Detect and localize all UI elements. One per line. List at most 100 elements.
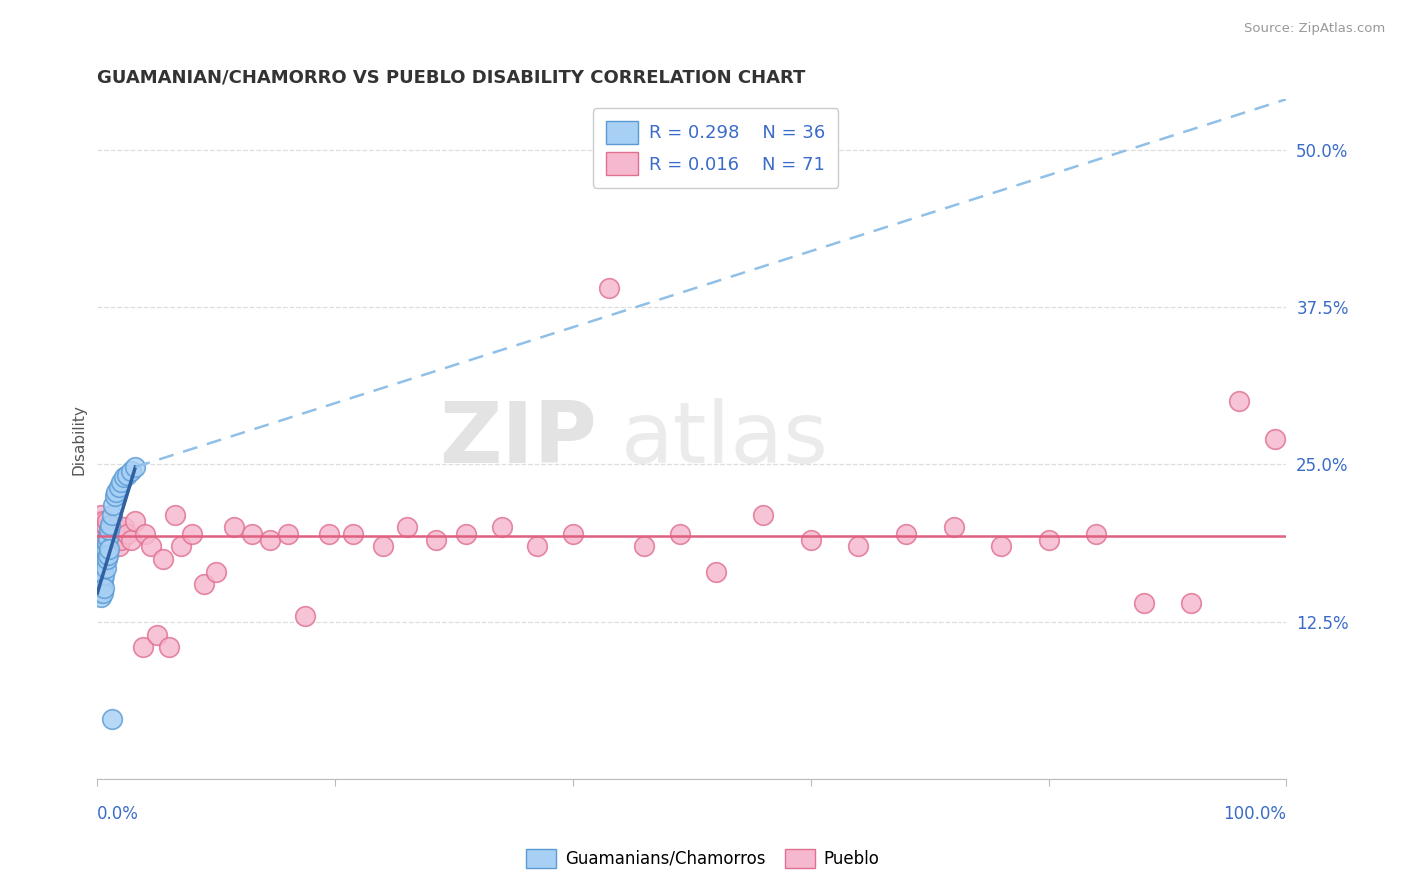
Point xyxy=(98,533,121,547)
Legend: R = 0.298    N = 36, R = 0.016    N = 71: R = 0.298 N = 36, R = 0.016 N = 71 xyxy=(593,108,838,188)
Point xyxy=(110,475,132,489)
Point xyxy=(942,520,965,534)
Point xyxy=(112,470,135,484)
Point xyxy=(87,540,110,554)
Point xyxy=(89,571,111,585)
Point xyxy=(633,540,655,554)
Point xyxy=(526,540,548,554)
Text: 0.0%: 0.0% xyxy=(97,805,139,823)
Point xyxy=(93,540,115,554)
Point xyxy=(752,508,775,522)
Point xyxy=(224,520,246,534)
Point xyxy=(100,517,122,532)
Point xyxy=(105,485,128,500)
Point xyxy=(96,552,118,566)
Point xyxy=(1132,596,1154,610)
Point xyxy=(894,526,917,541)
Point xyxy=(91,577,114,591)
Point xyxy=(800,533,823,547)
Point xyxy=(1038,533,1060,547)
Point xyxy=(100,712,122,726)
Point xyxy=(193,577,215,591)
Point xyxy=(425,533,447,547)
Point xyxy=(93,568,115,582)
Y-axis label: Disability: Disability xyxy=(72,404,86,475)
Point xyxy=(89,552,111,566)
Point xyxy=(294,608,316,623)
Point xyxy=(124,514,146,528)
Text: Source: ZipAtlas.com: Source: ZipAtlas.com xyxy=(1244,22,1385,36)
Point xyxy=(94,533,117,547)
Point xyxy=(134,526,156,541)
Point xyxy=(97,526,120,541)
Point xyxy=(104,489,127,503)
Point xyxy=(105,526,128,541)
Point xyxy=(96,514,118,528)
Point xyxy=(598,281,620,295)
Point xyxy=(491,520,513,534)
Point xyxy=(101,498,124,512)
Point xyxy=(562,526,585,541)
Point xyxy=(1227,394,1250,409)
Point xyxy=(94,561,117,575)
Point xyxy=(104,520,127,534)
Point xyxy=(120,464,142,478)
Point xyxy=(990,540,1012,554)
Point xyxy=(97,548,120,562)
Text: 100.0%: 100.0% xyxy=(1223,805,1286,823)
Point xyxy=(90,508,112,522)
Point xyxy=(91,548,114,562)
Point xyxy=(205,565,228,579)
Point xyxy=(98,523,121,537)
Point xyxy=(91,568,114,582)
Point xyxy=(139,540,162,554)
Point xyxy=(181,526,204,541)
Point xyxy=(91,540,114,554)
Point xyxy=(90,546,112,560)
Point xyxy=(1180,596,1202,610)
Point xyxy=(157,640,180,654)
Point xyxy=(89,586,111,600)
Point xyxy=(1085,526,1108,541)
Point xyxy=(131,640,153,654)
Point xyxy=(90,577,112,591)
Point xyxy=(101,533,124,547)
Point xyxy=(93,556,115,570)
Point xyxy=(98,541,121,556)
Point xyxy=(110,533,132,547)
Point xyxy=(91,533,114,547)
Point xyxy=(100,508,122,522)
Point xyxy=(124,460,146,475)
Text: GUAMANIAN/CHAMORRO VS PUEBLO DISABILITY CORRELATION CHART: GUAMANIAN/CHAMORRO VS PUEBLO DISABILITY … xyxy=(97,69,806,87)
Point xyxy=(115,467,138,482)
Point xyxy=(112,520,135,534)
Point xyxy=(93,526,115,541)
Point xyxy=(91,561,114,575)
Point xyxy=(90,558,112,573)
Point xyxy=(91,574,114,588)
Point xyxy=(87,526,110,541)
Point xyxy=(669,526,692,541)
Point xyxy=(90,526,112,541)
Point xyxy=(91,586,114,600)
Point xyxy=(115,526,138,541)
Point xyxy=(146,627,169,641)
Point xyxy=(318,526,340,541)
Legend: Guamanians/Chamorros, Pueblo: Guamanians/Chamorros, Pueblo xyxy=(520,842,886,875)
Point xyxy=(120,533,142,547)
Text: ZIP: ZIP xyxy=(439,398,596,481)
Point xyxy=(90,590,112,604)
Point xyxy=(371,540,394,554)
Point xyxy=(87,577,110,591)
Point xyxy=(94,543,117,558)
Point xyxy=(100,520,122,534)
Point xyxy=(91,514,114,528)
Point xyxy=(107,540,129,554)
Point xyxy=(848,540,870,554)
Point xyxy=(91,520,114,534)
Point xyxy=(163,508,186,522)
Point xyxy=(89,514,111,528)
Point xyxy=(240,526,263,541)
Point xyxy=(454,526,477,541)
Point xyxy=(96,535,118,549)
